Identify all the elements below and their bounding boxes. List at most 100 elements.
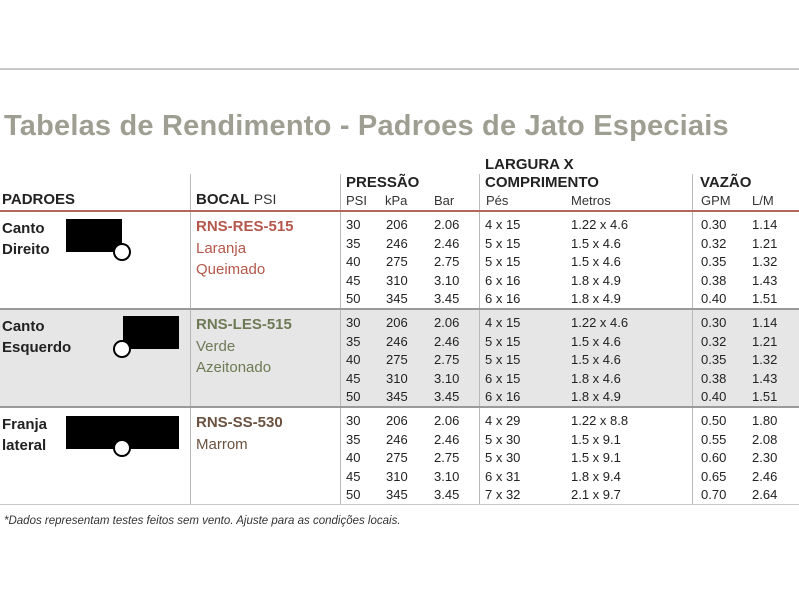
cell-lm: 1.32: [752, 254, 778, 269]
cell-kpa: 206: [386, 217, 408, 232]
cell-metros: 1.8 x 4.9: [571, 389, 621, 404]
cell-kpa: 206: [386, 315, 408, 330]
table-row: 40 275 2.75 5 x 15 1.5 x 4.6 0.35 1.32: [0, 351, 799, 370]
footnote: *Dados representam testes feitos sem ven…: [4, 515, 401, 527]
cell-pes: 4 x 15: [485, 217, 521, 232]
cell-bar: 2.06: [434, 413, 460, 428]
cell-pes: 5 x 15: [485, 235, 521, 251]
cell-bar: 3.45: [434, 291, 460, 306]
column-divider: [340, 212, 341, 308]
nozzle-color-line1: Marrom: [196, 436, 248, 453]
header-lm: L/M: [752, 193, 774, 208]
cell-kpa: 246: [386, 431, 408, 447]
cell-psi: 30: [346, 413, 361, 428]
table-row: 45 310 3.10 6 x 16 1.8 x 4.9 0.38 1.43: [0, 272, 799, 291]
cell-pes: 6 x 16: [485, 291, 521, 306]
table-bottom-rule: [0, 504, 799, 505]
header-kpa: kPa: [385, 193, 408, 208]
cell-metros: 1.5 x 9.1: [571, 431, 621, 447]
spray-pattern-circle-icon: [113, 243, 131, 261]
spray-pattern-circle-icon: [113, 439, 131, 457]
group-divider: [0, 406, 799, 408]
cell-psi: 35: [346, 235, 361, 251]
cell-psi: 50: [346, 487, 361, 502]
header-pressao: PRESSÃO: [346, 174, 420, 191]
table-header: PADROES BOCAL PSI PRESSÃO LARGURA X COMP…: [0, 150, 799, 210]
cell-pes: 4 x 29: [485, 413, 521, 428]
redaction-box: [66, 219, 122, 252]
column-divider: [340, 310, 341, 406]
table-row: 35 246 2.46 5 x 30 1.5 x 9.1 0.55 2.08: [0, 431, 799, 450]
pattern-label-line1: Franja: [2, 416, 48, 433]
table-row: 40 275 2.75 5 x 30 1.5 x 9.1 0.60 2.30: [0, 449, 799, 468]
cell-kpa: 275: [386, 254, 408, 269]
cell-lm: 1.21: [752, 333, 778, 349]
cell-kpa: 345: [386, 389, 408, 404]
cell-kpa: 206: [386, 413, 408, 428]
cell-gpm: 0.38: [701, 370, 727, 386]
cell-metros: 1.22 x 8.8: [571, 413, 629, 428]
cell-psi: 30: [346, 315, 361, 330]
nozzle-color-line1: Laranja: [196, 240, 247, 257]
cell-metros: 1.5 x 4.6: [571, 352, 621, 367]
table-row: 30 206 2.06 4 x 15 1.22 x 4.6 0.30 1.14: [0, 314, 799, 333]
cell-gpm: 0.35: [701, 254, 727, 269]
cell-lm: 1.43: [752, 370, 778, 386]
column-divider: [479, 310, 480, 406]
cell-gpm: 0.30: [701, 315, 727, 330]
redaction-box: [123, 316, 179, 349]
cell-psi: 35: [346, 333, 361, 349]
group-divider: [0, 308, 799, 310]
cell-kpa: 345: [386, 487, 408, 502]
nozzle-model: RNS-RES-515: [196, 218, 294, 235]
cell-bar: 2.75: [434, 254, 460, 269]
nozzle-color-line2: Queimado: [196, 261, 266, 278]
cell-metros: 1.5 x 4.6: [571, 235, 621, 251]
top-divider: [0, 68, 799, 70]
cell-pes: 6 x 15: [485, 370, 521, 386]
table-row: 45 310 3.10 6 x 31 1.8 x 9.4 0.65 2.46: [0, 468, 799, 487]
column-divider: [692, 408, 693, 504]
cell-kpa: 275: [386, 352, 408, 367]
cell-pes: 5 x 30: [485, 431, 521, 447]
pattern-label: Canto Esquerdo: [2, 316, 71, 358]
cell-bar: 3.45: [434, 487, 460, 502]
cell-kpa: 275: [386, 450, 408, 465]
cell-psi: 45: [346, 370, 361, 386]
cell-pes: 6 x 16: [485, 389, 521, 404]
column-divider: [479, 408, 480, 504]
header-divider: [479, 174, 480, 210]
cell-bar: 2.75: [434, 450, 460, 465]
cell-psi: 30: [346, 217, 361, 232]
table-row: 35 246 2.46 5 x 15 1.5 x 4.6 0.32 1.21: [0, 333, 799, 352]
cell-kpa: 310: [386, 272, 408, 288]
cell-bar: 2.46: [434, 235, 460, 251]
cell-metros: 1.8 x 4.6: [571, 370, 621, 386]
cell-lm: 1.43: [752, 272, 778, 288]
cell-gpm: 0.32: [701, 235, 727, 251]
cell-metros: 1.5 x 9.1: [571, 450, 621, 465]
cell-pes: 6 x 31: [485, 468, 521, 484]
header-gpm: GPM: [701, 193, 731, 208]
pattern-group-franja-lateral: Franja lateral RNS-SS-530 Marrom 30 206 2.…: [0, 408, 799, 504]
cell-bar: 3.10: [434, 468, 460, 484]
cell-pes: 6 x 16: [485, 272, 521, 288]
table-row: 50 345 3.45 6 x 16 1.8 x 4.9 0.40 1.51: [0, 290, 799, 309]
cell-metros: 1.5 x 4.6: [571, 254, 621, 269]
cell-bar: 3.10: [434, 370, 460, 386]
column-divider: [692, 212, 693, 308]
nozzle-color-line2: Azeitonado: [196, 359, 272, 376]
cell-psi: 35: [346, 431, 361, 447]
header-bocal: BOCAL PSI: [196, 191, 276, 209]
table-row: 35 246 2.46 5 x 15 1.5 x 4.6 0.32 1.21: [0, 235, 799, 254]
table-row: 30 206 2.06 4 x 29 1.22 x 8.8 0.50 1.80: [0, 412, 799, 431]
header-largura: LARGURA X: [485, 156, 574, 173]
cell-metros: 1.8 x 9.4: [571, 468, 621, 484]
cell-lm: 2.46: [752, 468, 778, 484]
cell-metros: 1.8 x 4.9: [571, 272, 621, 288]
cell-kpa: 310: [386, 468, 408, 484]
cell-kpa: 310: [386, 370, 408, 386]
cell-bar: 3.45: [434, 389, 460, 404]
cell-gpm: 0.38: [701, 272, 727, 288]
table-row: 40 275 2.75 5 x 15 1.5 x 4.6 0.35 1.32: [0, 253, 799, 272]
